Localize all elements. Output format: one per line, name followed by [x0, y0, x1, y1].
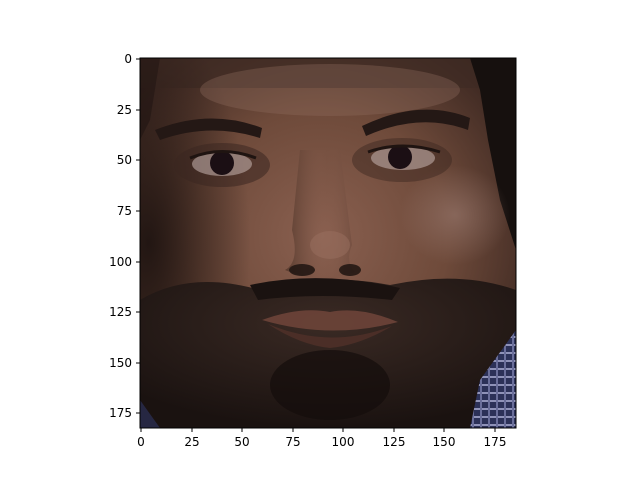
y-tick-label: 100 [109, 255, 132, 269]
y-tick-label: 0 [124, 52, 132, 66]
y-tick-label: 150 [109, 356, 132, 370]
x-tick-label: 50 [234, 435, 249, 449]
y-axis: 0 25 50 75 100 125 150 175 [109, 52, 140, 420]
x-tick-label: 0 [137, 435, 145, 449]
x-tick-label: 75 [285, 435, 300, 449]
face-photo-image [140, 58, 516, 428]
x-tick-label: 125 [383, 435, 406, 449]
y-tick-label: 75 [117, 204, 132, 218]
x-tick-label: 150 [433, 435, 456, 449]
axes-frame [139, 57, 517, 429]
y-tick-label: 50 [117, 153, 132, 167]
y-tick-label: 125 [109, 305, 132, 319]
x-tick-label: 25 [184, 435, 199, 449]
y-tick-label: 175 [109, 406, 132, 420]
x-tick-label: 175 [484, 435, 507, 449]
x-axis: 0 25 50 75 100 125 150 175 [137, 428, 506, 449]
y-tick-label: 25 [117, 103, 132, 117]
x-tick-label: 100 [332, 435, 355, 449]
